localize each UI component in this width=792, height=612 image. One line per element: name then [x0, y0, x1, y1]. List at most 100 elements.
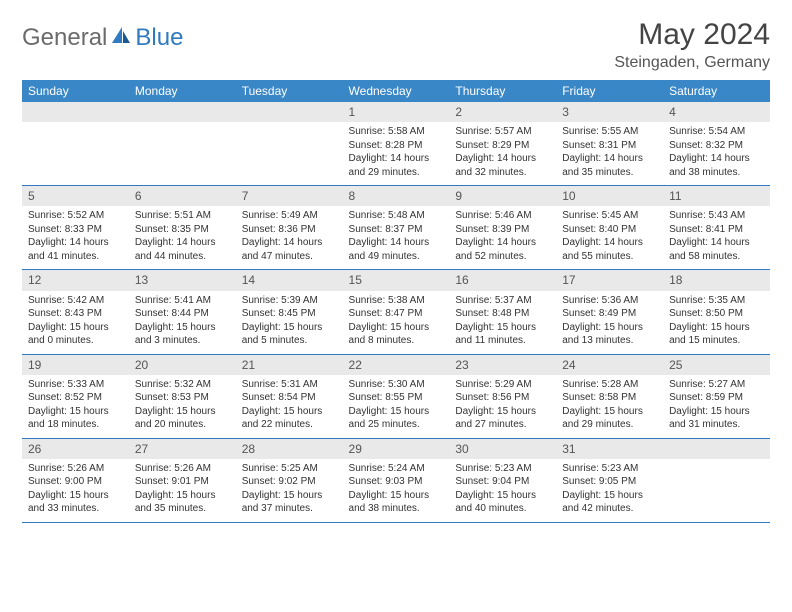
daylight-text: Daylight: 14 hours and 58 minutes.: [669, 236, 764, 263]
day-number: 5: [22, 186, 129, 206]
day-number: 1: [343, 102, 450, 122]
day-body: Sunrise: 5:28 AMSunset: 8:58 PMDaylight:…: [556, 375, 663, 438]
day-number: 24: [556, 355, 663, 375]
calendar-cell: [22, 102, 129, 186]
sunset-text: Sunset: 8:45 PM: [242, 307, 337, 321]
sunrise-text: Sunrise: 5:24 AM: [349, 462, 444, 476]
sunset-text: Sunset: 8:28 PM: [349, 139, 444, 153]
sunrise-text: Sunrise: 5:45 AM: [562, 209, 657, 223]
sunset-text: Sunset: 9:03 PM: [349, 475, 444, 489]
calendar-week: 19Sunrise: 5:33 AMSunset: 8:52 PMDayligh…: [22, 354, 770, 438]
calendar-cell: 10Sunrise: 5:45 AMSunset: 8:40 PMDayligh…: [556, 186, 663, 270]
calendar-cell: 3Sunrise: 5:55 AMSunset: 8:31 PMDaylight…: [556, 102, 663, 186]
day-header: Sunday: [22, 80, 129, 102]
day-number: 29: [343, 439, 450, 459]
day-number: 27: [129, 439, 236, 459]
day-number: [22, 102, 129, 122]
calendar-cell: 29Sunrise: 5:24 AMSunset: 9:03 PMDayligh…: [343, 438, 450, 522]
day-body: Sunrise: 5:26 AMSunset: 9:01 PMDaylight:…: [129, 459, 236, 522]
day-number: 8: [343, 186, 450, 206]
daylight-text: Daylight: 15 hours and 11 minutes.: [455, 321, 550, 348]
calendar-cell: 27Sunrise: 5:26 AMSunset: 9:01 PMDayligh…: [129, 438, 236, 522]
daylight-text: Daylight: 15 hours and 18 minutes.: [28, 405, 123, 432]
day-body: Sunrise: 5:25 AMSunset: 9:02 PMDaylight:…: [236, 459, 343, 522]
day-number: 13: [129, 270, 236, 290]
day-body: [129, 122, 236, 180]
daylight-text: Daylight: 15 hours and 35 minutes.: [135, 489, 230, 516]
calendar-cell: 13Sunrise: 5:41 AMSunset: 8:44 PMDayligh…: [129, 270, 236, 354]
day-body: Sunrise: 5:37 AMSunset: 8:48 PMDaylight:…: [449, 291, 556, 354]
calendar-cell: 8Sunrise: 5:48 AMSunset: 8:37 PMDaylight…: [343, 186, 450, 270]
day-body: Sunrise: 5:52 AMSunset: 8:33 PMDaylight:…: [22, 206, 129, 269]
daylight-text: Daylight: 15 hours and 37 minutes.: [242, 489, 337, 516]
sunset-text: Sunset: 8:40 PM: [562, 223, 657, 237]
sunrise-text: Sunrise: 5:30 AM: [349, 378, 444, 392]
sunset-text: Sunset: 9:04 PM: [455, 475, 550, 489]
day-body: Sunrise: 5:49 AMSunset: 8:36 PMDaylight:…: [236, 206, 343, 269]
calendar-cell: 23Sunrise: 5:29 AMSunset: 8:56 PMDayligh…: [449, 354, 556, 438]
sunset-text: Sunset: 8:33 PM: [28, 223, 123, 237]
day-body: Sunrise: 5:33 AMSunset: 8:52 PMDaylight:…: [22, 375, 129, 438]
day-number: 14: [236, 270, 343, 290]
calendar-body: 1 Sunrise: 5:58 AMSunset: 8:28 PM Daylight…: [22, 102, 770, 522]
sunset-text: Sunset: 8:48 PM: [455, 307, 550, 321]
calendar-cell: 11Sunrise: 5:43 AMSunset: 8:41 PMDayligh…: [663, 186, 770, 270]
daylight-text: Daylight: 15 hours and 8 minutes.: [349, 321, 444, 348]
sunset-text: Sunset: 8:29 PM: [455, 139, 550, 153]
day-number: 3: [556, 102, 663, 122]
calendar-cell: [663, 438, 770, 522]
sunrise-text: Sunrise: 5:46 AM: [455, 209, 550, 223]
daylight-text: Daylight: 14 hours and 52 minutes.: [455, 236, 550, 263]
calendar-cell: 26Sunrise: 5:26 AMSunset: 9:00 PMDayligh…: [22, 438, 129, 522]
brand-part2: Blue: [135, 24, 183, 52]
daylight-text: Daylight: 14 hours and 35 minutes.: [562, 152, 657, 179]
day-body: Sunrise: 5:23 AMSunset: 9:04 PMDaylight:…: [449, 459, 556, 522]
daylight-text: Daylight: 14 hours and 38 minutes.: [669, 152, 764, 179]
day-number: 23: [449, 355, 556, 375]
daylight-text: Daylight: 15 hours and 31 minutes.: [669, 405, 764, 432]
day-number: 17: [556, 270, 663, 290]
sunrise-text: Sunrise: 5:41 AM: [135, 294, 230, 308]
sunrise-text: Sunrise: 5:29 AM: [455, 378, 550, 392]
day-number: 4: [663, 102, 770, 122]
sunrise-text: Sunrise: 5:58 AM: [349, 125, 444, 139]
sunrise-text: Sunrise: 5:25 AM: [242, 462, 337, 476]
day-body: [663, 459, 770, 517]
calendar-cell: 19Sunrise: 5:33 AMSunset: 8:52 PMDayligh…: [22, 354, 129, 438]
day-number: 2: [449, 102, 556, 122]
sunset-text: Sunset: 9:05 PM: [562, 475, 657, 489]
day-body: Sunrise: 5:30 AMSunset: 8:55 PMDaylight:…: [343, 375, 450, 438]
sail-icon: [110, 25, 132, 52]
daylight-text: Daylight: 15 hours and 13 minutes.: [562, 321, 657, 348]
sunrise-text: Sunrise: 5:26 AM: [28, 462, 123, 476]
calendar-cell: 5Sunrise: 5:52 AMSunset: 8:33 PMDaylight…: [22, 186, 129, 270]
day-number: 16: [449, 270, 556, 290]
day-number: 11: [663, 186, 770, 206]
sunset-text: Sunset: 8:31 PM: [562, 139, 657, 153]
daylight-text: Daylight: 15 hours and 20 minutes.: [135, 405, 230, 432]
calendar-head: SundayMondayTuesdayWednesdayThursdayFrid…: [22, 80, 770, 102]
sunset-text: Sunset: 8:43 PM: [28, 307, 123, 321]
sunset-text: Sunset: 8:55 PM: [349, 391, 444, 405]
sunrise-text: Sunrise: 5:27 AM: [669, 378, 764, 392]
daylight-text: Daylight: 14 hours and 47 minutes.: [242, 236, 337, 263]
day-body: Sunrise: 5:46 AMSunset: 8:39 PMDaylight:…: [449, 206, 556, 269]
calendar-cell: 31Sunrise: 5:23 AMSunset: 9:05 PMDayligh…: [556, 438, 663, 522]
day-number: 7: [236, 186, 343, 206]
sunset-text: Sunset: 9:00 PM: [28, 475, 123, 489]
sunrise-text: Sunrise: 5:33 AM: [28, 378, 123, 392]
sunset-text: Sunset: 8:49 PM: [562, 307, 657, 321]
calendar-cell: [236, 102, 343, 186]
day-number: 15: [343, 270, 450, 290]
day-number: 9: [449, 186, 556, 206]
daylight-text: Daylight: 15 hours and 22 minutes.: [242, 405, 337, 432]
sunset-text: Sunset: 8:54 PM: [242, 391, 337, 405]
day-body: Sunrise: 5:32 AMSunset: 8:53 PMDaylight:…: [129, 375, 236, 438]
calendar-cell: 12Sunrise: 5:42 AMSunset: 8:43 PMDayligh…: [22, 270, 129, 354]
day-body: Sunrise: 5:38 AMSunset: 8:47 PMDaylight:…: [343, 291, 450, 354]
sunrise-text: Sunrise: 5:54 AM: [669, 125, 764, 139]
day-body: [22, 122, 129, 180]
day-body: Sunrise: 5:29 AMSunset: 8:56 PMDaylight:…: [449, 375, 556, 438]
calendar-cell: 1Sunrise: 5:58 AMSunset: 8:28 PMDaylight…: [343, 102, 450, 186]
sunrise-text: Sunrise: 5:49 AM: [242, 209, 337, 223]
